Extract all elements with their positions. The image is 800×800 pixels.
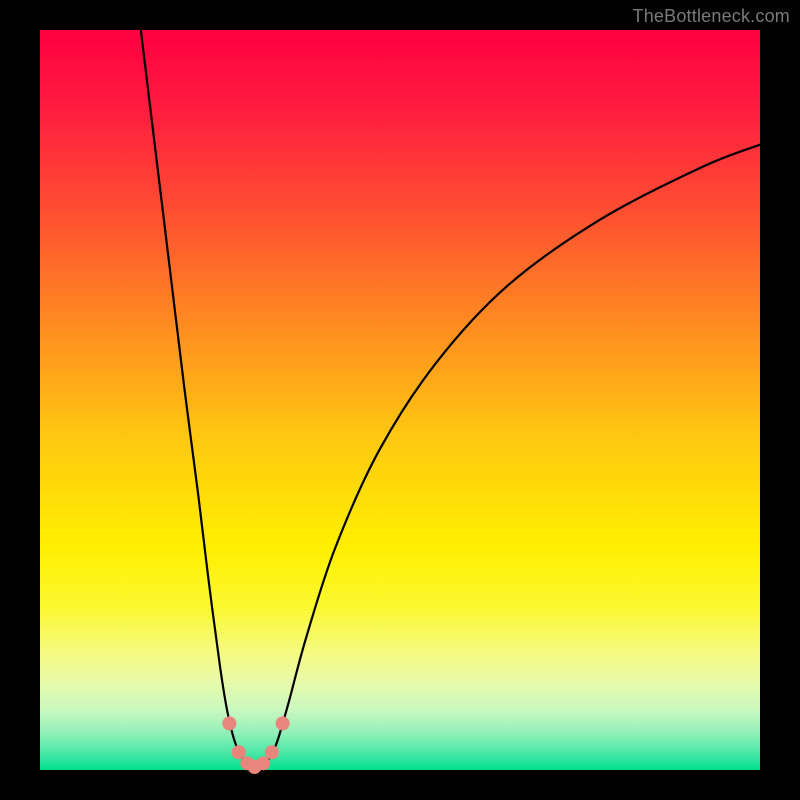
curve-marker bbox=[265, 745, 279, 759]
plot-gradient-background bbox=[40, 30, 760, 770]
curve-marker bbox=[232, 745, 246, 759]
bottleneck-chart bbox=[0, 0, 800, 800]
curve-marker bbox=[222, 716, 236, 730]
chart-container: TheBottleneck.com bbox=[0, 0, 800, 800]
curve-marker bbox=[276, 716, 290, 730]
watermark-text: TheBottleneck.com bbox=[633, 6, 790, 27]
curve-marker bbox=[256, 756, 270, 770]
